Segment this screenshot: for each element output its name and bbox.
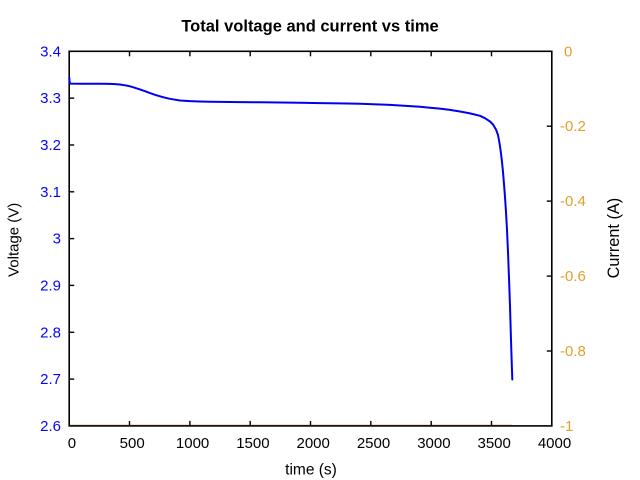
svg-text:-0.8: -0.8 bbox=[560, 343, 586, 360]
svg-text:500: 500 bbox=[120, 435, 145, 452]
svg-text:time (s): time (s) bbox=[285, 462, 337, 479]
svg-text:Total voltage and current vs t: Total voltage and current vs time bbox=[181, 18, 438, 36]
svg-text:0: 0 bbox=[564, 43, 572, 60]
svg-text:3.1: 3.1 bbox=[40, 184, 61, 201]
svg-text:3.3: 3.3 bbox=[40, 90, 61, 107]
svg-text:3.4: 3.4 bbox=[40, 43, 61, 60]
svg-text:0: 0 bbox=[68, 435, 76, 452]
svg-text:2000: 2000 bbox=[297, 435, 330, 452]
svg-text:Voltage (V): Voltage (V) bbox=[5, 203, 22, 277]
svg-text:3000: 3000 bbox=[417, 435, 450, 452]
svg-text:Current (A): Current (A) bbox=[605, 198, 623, 279]
svg-text:1000: 1000 bbox=[176, 435, 209, 452]
svg-text:-0.2: -0.2 bbox=[560, 118, 586, 135]
svg-text:2500: 2500 bbox=[357, 435, 390, 452]
svg-text:3: 3 bbox=[53, 231, 61, 248]
svg-text:2.6: 2.6 bbox=[40, 418, 61, 435]
svg-text:2.8: 2.8 bbox=[40, 324, 61, 341]
svg-text:-0.6: -0.6 bbox=[560, 268, 586, 285]
svg-text:1500: 1500 bbox=[236, 435, 269, 452]
svg-text:-0.4: -0.4 bbox=[560, 193, 586, 210]
svg-text:3500: 3500 bbox=[478, 435, 511, 452]
svg-text:4000: 4000 bbox=[538, 435, 571, 452]
svg-text:3.2: 3.2 bbox=[40, 137, 61, 154]
svg-text:2.9: 2.9 bbox=[40, 277, 61, 294]
svg-text:-1: -1 bbox=[560, 418, 573, 435]
svg-text:2.7: 2.7 bbox=[40, 371, 61, 388]
